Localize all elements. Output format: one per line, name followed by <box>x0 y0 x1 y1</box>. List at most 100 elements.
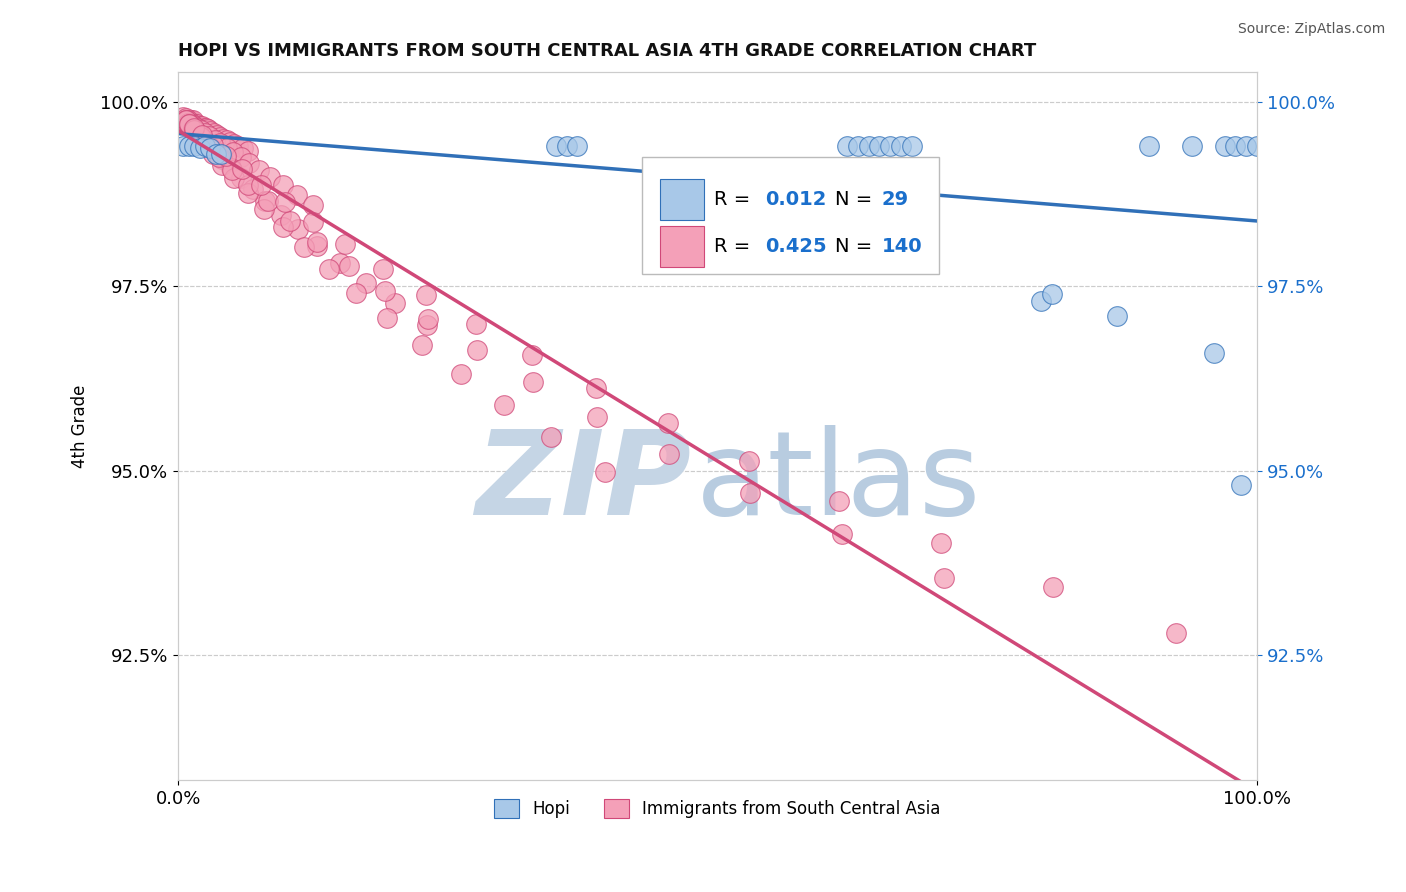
Point <box>197 137 219 152</box>
Point <box>177 115 200 129</box>
Point <box>177 139 200 153</box>
Point <box>415 288 437 302</box>
Point <box>186 117 208 131</box>
Point <box>183 119 205 133</box>
Point <box>238 186 260 200</box>
Point <box>181 115 204 129</box>
Point <box>285 187 308 202</box>
Point <box>211 153 233 167</box>
Point <box>1105 309 1128 323</box>
Point <box>1181 139 1204 153</box>
Point <box>209 130 232 145</box>
Point <box>302 215 325 229</box>
Point <box>868 139 890 153</box>
Point <box>465 343 488 357</box>
Point <box>191 132 214 146</box>
Point <box>354 276 377 290</box>
Point <box>828 493 851 508</box>
Point <box>374 285 396 299</box>
Point <box>247 162 270 177</box>
Point <box>224 136 246 151</box>
Point <box>464 317 486 331</box>
Point <box>174 115 197 129</box>
Point <box>187 127 209 141</box>
Point <box>179 115 201 129</box>
Text: 140: 140 <box>882 237 922 256</box>
Point <box>229 170 252 185</box>
Point <box>1234 139 1257 153</box>
Point <box>250 178 273 192</box>
Point <box>177 113 200 128</box>
Point <box>177 117 200 131</box>
Point <box>738 454 761 468</box>
Text: atlas: atlas <box>696 425 981 541</box>
Point <box>232 141 254 155</box>
Point <box>492 398 515 412</box>
Text: 0.425: 0.425 <box>765 237 827 256</box>
Point <box>900 139 922 153</box>
Point <box>658 447 681 461</box>
Point <box>174 111 197 125</box>
Point <box>567 139 589 153</box>
Point <box>187 128 209 143</box>
Point <box>1246 139 1268 153</box>
Point <box>1042 580 1064 594</box>
Point <box>186 120 208 135</box>
Point <box>271 220 294 235</box>
Point <box>172 139 194 153</box>
Point <box>270 208 292 222</box>
Point <box>1040 286 1063 301</box>
Point <box>181 117 204 131</box>
Point <box>198 128 221 143</box>
Text: 29: 29 <box>882 190 908 209</box>
Point <box>188 141 211 155</box>
Text: ZIP: ZIP <box>475 425 690 541</box>
Point <box>209 136 232 151</box>
Point <box>208 150 231 164</box>
Point <box>1031 293 1053 308</box>
Point <box>197 122 219 136</box>
Text: 0.012: 0.012 <box>765 190 827 209</box>
Point <box>214 149 236 163</box>
Point <box>335 237 357 252</box>
Point <box>585 409 607 424</box>
Point <box>259 170 281 185</box>
Point <box>183 139 205 153</box>
Point <box>384 296 406 310</box>
Point <box>174 113 197 128</box>
Point <box>219 161 242 176</box>
Point <box>174 113 197 128</box>
Point <box>254 194 277 209</box>
Point <box>180 119 202 133</box>
Point <box>229 150 252 164</box>
Point <box>307 238 329 252</box>
Point <box>302 198 325 212</box>
Point <box>177 115 200 129</box>
Point <box>172 110 194 124</box>
Point <box>181 113 204 128</box>
Point <box>194 126 217 140</box>
Y-axis label: 4th Grade: 4th Grade <box>72 384 89 468</box>
Point <box>595 465 617 479</box>
Point <box>238 156 260 170</box>
Point <box>198 139 221 153</box>
Point <box>205 128 228 142</box>
Point <box>218 135 240 149</box>
Point <box>337 259 360 273</box>
Point <box>416 318 439 333</box>
Point <box>520 348 543 362</box>
Point <box>194 136 217 151</box>
Point <box>212 132 235 146</box>
Point <box>224 170 246 185</box>
Point <box>371 261 394 276</box>
Point <box>1202 345 1225 359</box>
Point <box>540 430 562 444</box>
Point <box>201 146 224 161</box>
Point <box>238 145 260 159</box>
Point <box>183 120 205 135</box>
Point <box>181 122 204 136</box>
Point <box>292 240 315 254</box>
Point <box>522 375 544 389</box>
Point <box>411 338 433 352</box>
Point <box>418 312 440 326</box>
